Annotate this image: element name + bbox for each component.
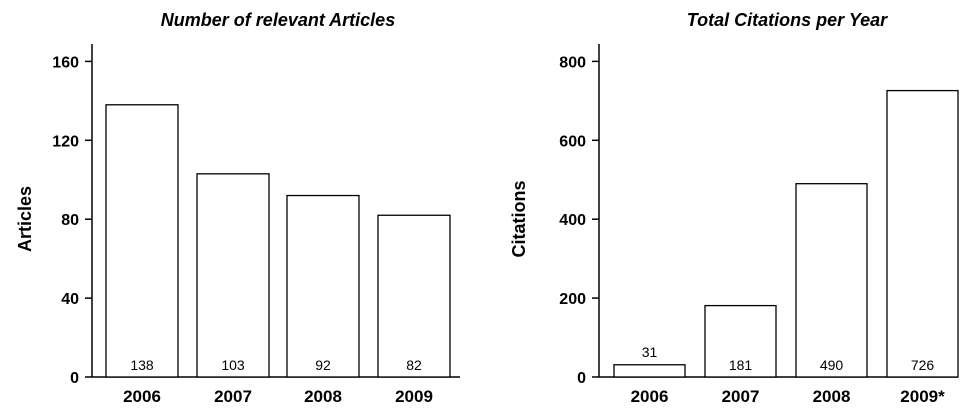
y-axis-label: Articles [15, 186, 35, 252]
x-tick-label: 2008 [304, 387, 342, 406]
y-tick-label: 120 [52, 133, 79, 150]
citations-chart: Total Citations per Year Citations 0 200 4… [509, 10, 959, 406]
y-axis-label: Citations [509, 180, 529, 257]
chart-title: Total Citations per Year [687, 10, 888, 30]
data-label: 138 [130, 357, 154, 373]
data-label: 103 [221, 357, 245, 373]
articles-chart: Number of relevant Articles Articles 0 40… [15, 10, 460, 406]
data-label: 92 [315, 357, 331, 373]
bars: 138 103 92 82 [105, 104, 451, 378]
y-tick-label: 40 [61, 291, 79, 308]
data-label: 181 [729, 357, 753, 373]
x-tick-label: 2009* [900, 387, 945, 406]
bar [105, 104, 179, 378]
y-tick-label: 80 [61, 212, 79, 229]
bars: 31 181 490 726 [613, 89, 959, 378]
bar [613, 364, 686, 378]
data-label: 726 [911, 357, 935, 373]
x-tick-label: 2006 [123, 387, 161, 406]
bar [704, 304, 777, 378]
y-tick-label: 0 [70, 370, 79, 387]
x-tick-label: 2007 [214, 387, 252, 406]
y-tick-label: 200 [559, 291, 586, 308]
category-labels: 2006 2007 2008 2009 [123, 387, 433, 406]
y-ticks: 0 40 80 120 160 [52, 54, 92, 387]
y-ticks: 0 200 400 600 800 [559, 54, 599, 387]
bar [795, 183, 868, 378]
x-tick-label: 2006 [631, 387, 669, 406]
data-label: 31 [642, 344, 658, 360]
x-tick-label: 2007 [722, 387, 760, 406]
bar [377, 214, 451, 378]
bar [886, 89, 959, 378]
category-labels: 2006 2007 2008 2009* [631, 387, 946, 406]
bar [196, 173, 270, 378]
y-tick-label: 0 [577, 370, 586, 387]
data-label: 490 [820, 357, 844, 373]
x-tick-label: 2008 [813, 387, 851, 406]
chart-title: Number of relevant Articles [161, 10, 395, 30]
x-tick-label: 2009 [395, 387, 433, 406]
y-tick-label: 400 [559, 212, 586, 229]
y-tick-label: 160 [52, 54, 79, 71]
y-tick-label: 800 [559, 54, 586, 71]
bar [286, 194, 360, 378]
data-label: 82 [406, 357, 422, 373]
y-tick-label: 600 [559, 133, 586, 150]
